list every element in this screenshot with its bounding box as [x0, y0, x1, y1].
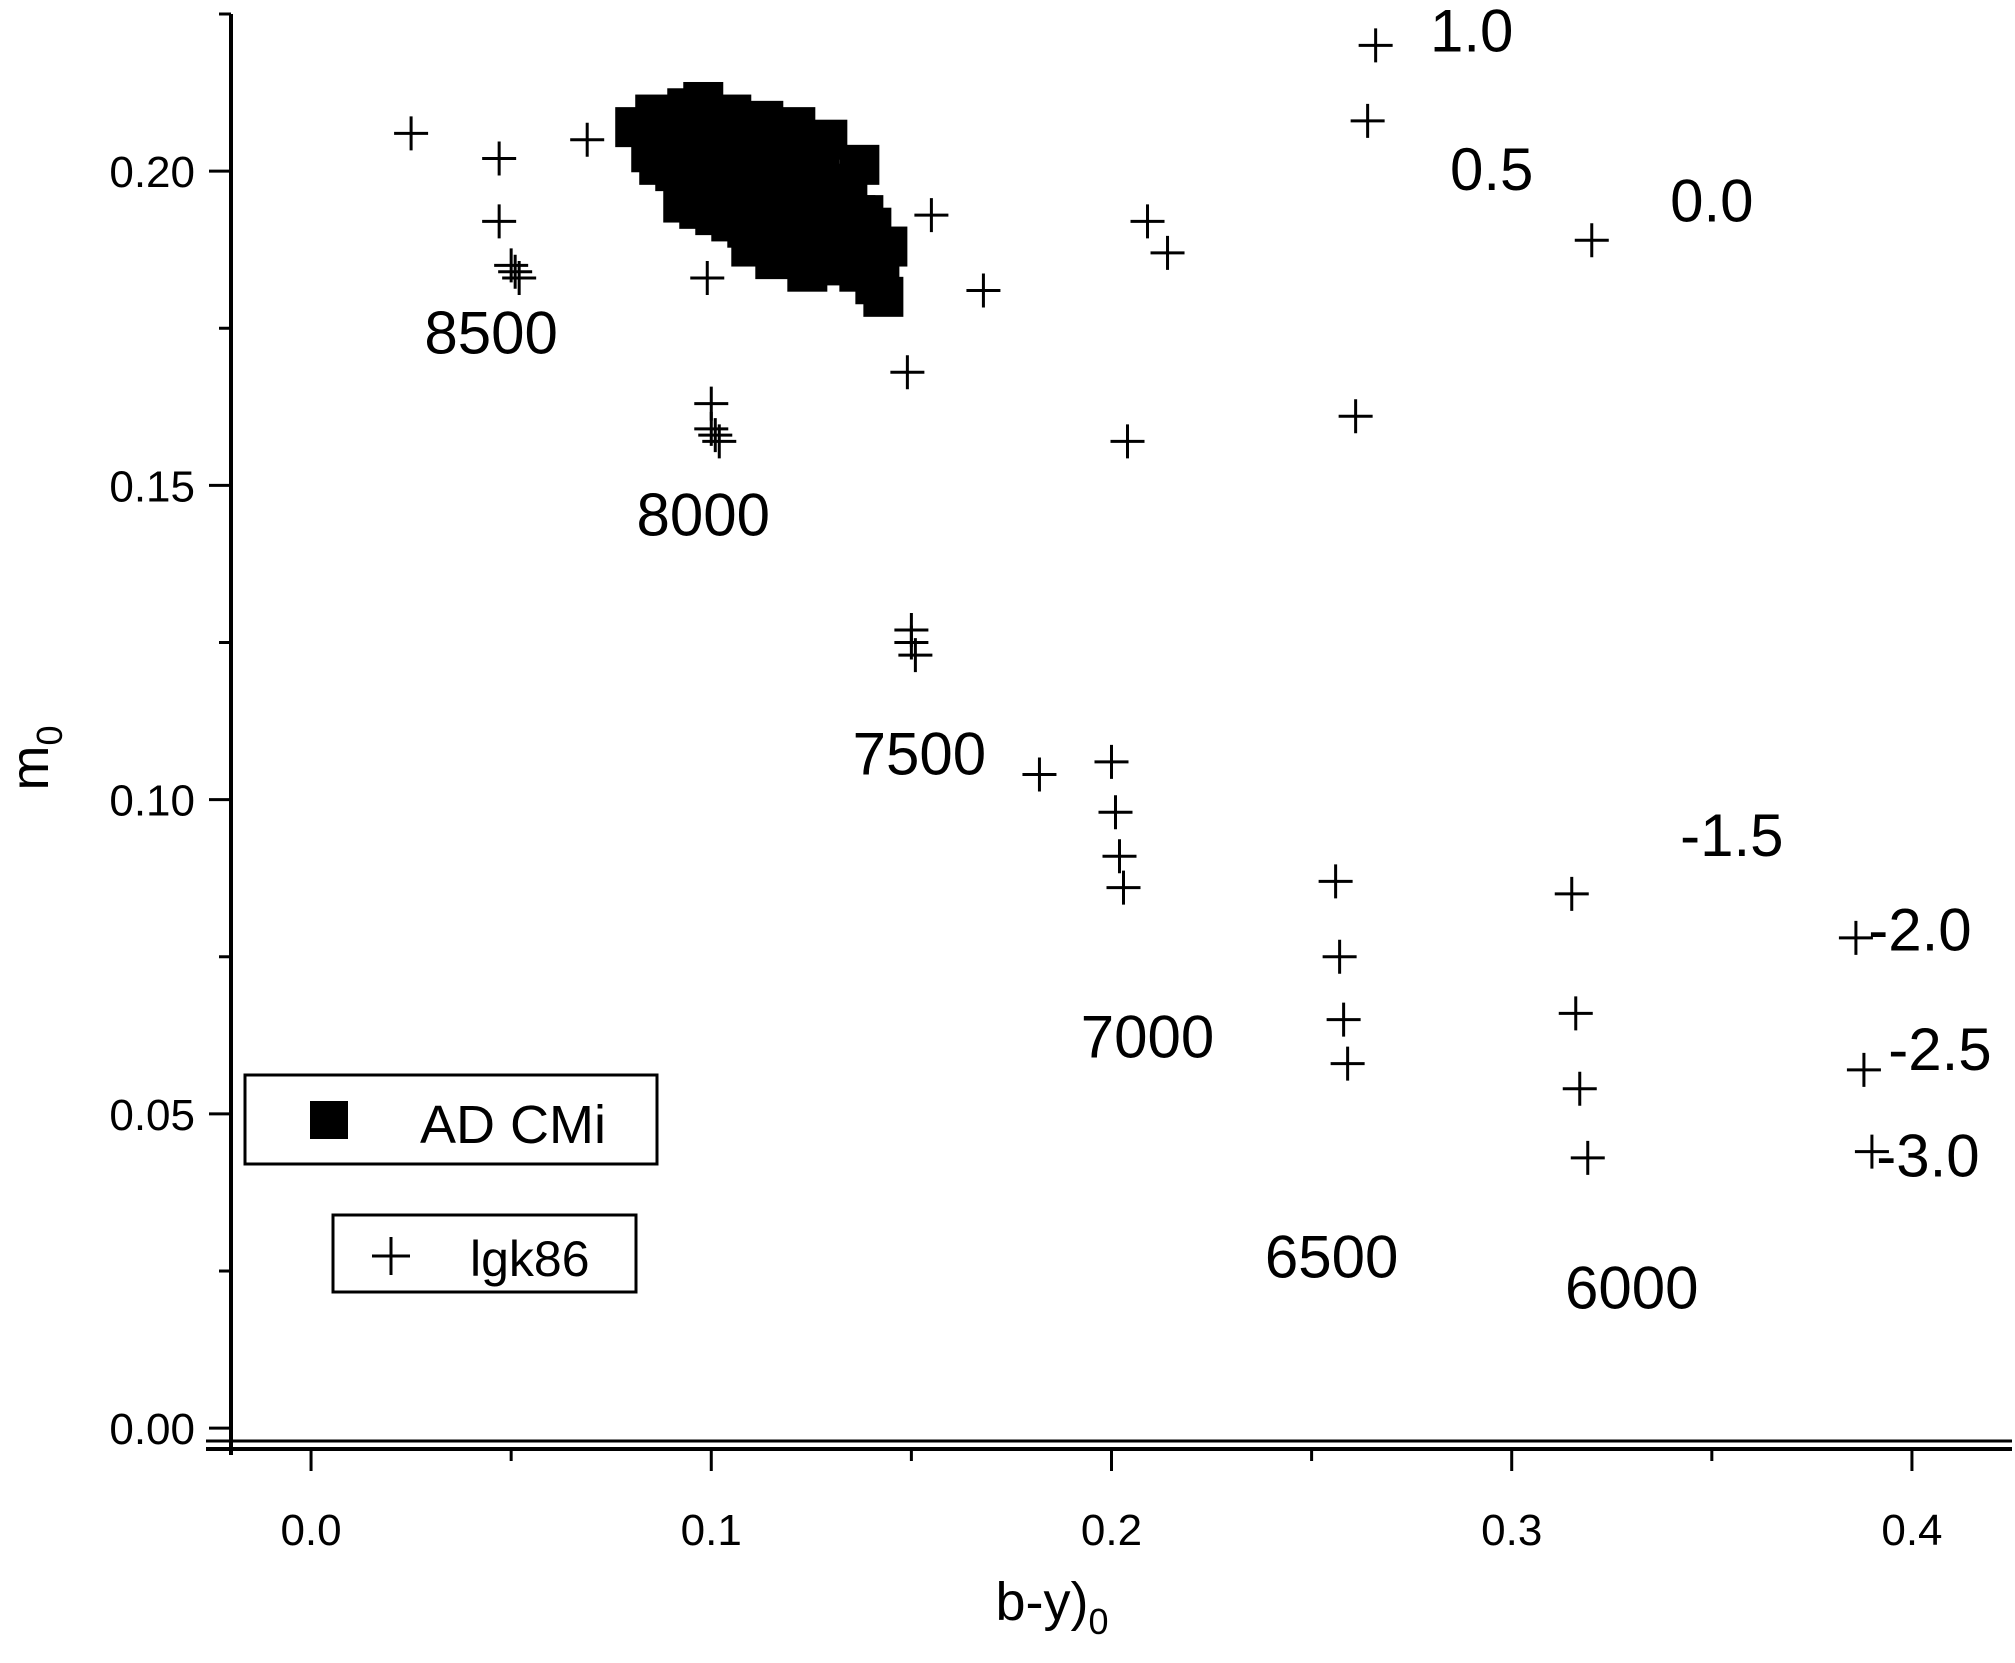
ad-cmi-point	[863, 276, 904, 317]
annotation-label: 6500	[1265, 1223, 1398, 1290]
legend-item-ad-cmi: AD CMi	[243, 1073, 659, 1166]
lgk86-point	[1350, 103, 1385, 138]
annotation-label: 7000	[1081, 1003, 1214, 1070]
x-tick-label: 0.3	[1481, 1506, 1542, 1555]
annotation-label: -2.5	[1888, 1016, 1991, 1083]
y-tick-label: 0.00	[109, 1405, 195, 1454]
annotation-label: -1.5	[1680, 802, 1783, 869]
lgk86-point	[1846, 1052, 1881, 1087]
lgk86-point	[482, 141, 517, 176]
lgk86-point	[1554, 876, 1589, 911]
lgk86-point	[1102, 839, 1137, 874]
x-tick-label: 0.0	[280, 1506, 341, 1555]
lgk86-point	[890, 355, 925, 390]
annotation-label: 0.0	[1670, 167, 1753, 234]
lgk86-point	[570, 122, 605, 157]
lgk86-point	[1338, 399, 1373, 434]
annotation-label: 6000	[1565, 1255, 1698, 1322]
lgk86-point	[498, 254, 533, 289]
legend-box-ad-cmi	[243, 1073, 659, 1166]
legend-label-lgk86: lgk86	[470, 1231, 590, 1287]
lgk86-point	[1330, 1046, 1365, 1081]
series-lgk86	[394, 28, 1889, 1175]
lgk86-point	[1094, 744, 1129, 779]
lgk86-point	[1562, 1071, 1597, 1106]
lgk86-point	[690, 260, 725, 295]
annotation-label: 7500	[853, 720, 986, 787]
x-axis-label: b-y)0	[995, 1572, 1108, 1642]
lgk86-point	[1854, 1134, 1889, 1169]
lgk86-point	[1098, 795, 1133, 830]
lgk86-point	[1150, 235, 1185, 270]
lgk86-point	[1574, 223, 1609, 258]
x-tick-label: 0.4	[1881, 1506, 1942, 1555]
lgk86-point	[1318, 864, 1353, 899]
legend-item-lgk86: lgk86	[331, 1213, 638, 1294]
annotation-label: 1.0	[1430, 0, 1513, 65]
y-tick-label: 0.10	[109, 777, 195, 826]
series-ad-cmi	[615, 81, 908, 317]
lgk86-point	[1106, 870, 1141, 905]
lgk86-point	[1358, 28, 1393, 63]
lgk86-point	[1110, 424, 1145, 459]
lgk86-point	[1326, 1002, 1361, 1037]
ad-cmi-point	[787, 251, 828, 292]
x-tick-label: 0.2	[1081, 1506, 1142, 1555]
lgk86-point	[1558, 996, 1593, 1031]
ad-cmi-point	[631, 132, 672, 173]
y-axis-ticks: 0.00 0.05 0.10 0.15 0.20	[109, 12, 231, 1454]
annotation-label: 8000	[637, 482, 770, 549]
y-axis-label: m0	[0, 725, 70, 790]
lgk86-point	[394, 116, 429, 151]
annotation-label: 0.5	[1450, 136, 1533, 203]
legend-plus-marker	[372, 1237, 410, 1275]
ad-cmi-point	[839, 144, 880, 185]
lgk86-point	[898, 638, 933, 673]
annotation-label: -2.0	[1868, 896, 1971, 963]
lgk86-point	[1570, 1140, 1605, 1175]
x-axis-label-subscript: 0	[1088, 1601, 1108, 1642]
annotations: 8500 8000 7500 7000 6500 6000 1.0 0.5 0.0 -1.5 -2.…	[424, 0, 1991, 1322]
x-axis-label-main: b-y)	[995, 1572, 1088, 1632]
annotation-label: -3.0	[1876, 1123, 1979, 1190]
lgk86-point	[1322, 939, 1357, 974]
lgk86-point	[502, 260, 537, 295]
y-axis-label-main: m	[0, 746, 60, 791]
lgk86-point	[482, 204, 517, 239]
lgk86-point	[966, 273, 1001, 308]
legend-label-ad-cmi: AD CMi	[420, 1095, 606, 1155]
lgk86-point	[914, 198, 949, 233]
y-tick-label: 0.20	[109, 148, 195, 197]
lgk86-point	[698, 418, 733, 453]
y-tick-label: 0.15	[109, 462, 195, 511]
legend: AD CMi lgk86	[243, 1073, 659, 1294]
lgk86-point	[1022, 757, 1057, 792]
ad-cmi-point	[671, 94, 712, 135]
y-tick-label: 0.05	[109, 1091, 195, 1140]
x-tick-label: 0.1	[681, 1506, 742, 1555]
legend-box-lgk86	[331, 1213, 638, 1294]
lgk86-point	[1838, 920, 1873, 955]
annotation-label: 8500	[424, 299, 557, 366]
y-axis-label-subscript: 0	[29, 725, 70, 745]
lgk86-point	[702, 424, 737, 459]
lgk86-point	[1130, 204, 1165, 239]
legend-square-marker	[310, 1101, 348, 1139]
x-axis-ticks: 0.0 0.1 0.2 0.3 0.4	[280, 1449, 1943, 1555]
